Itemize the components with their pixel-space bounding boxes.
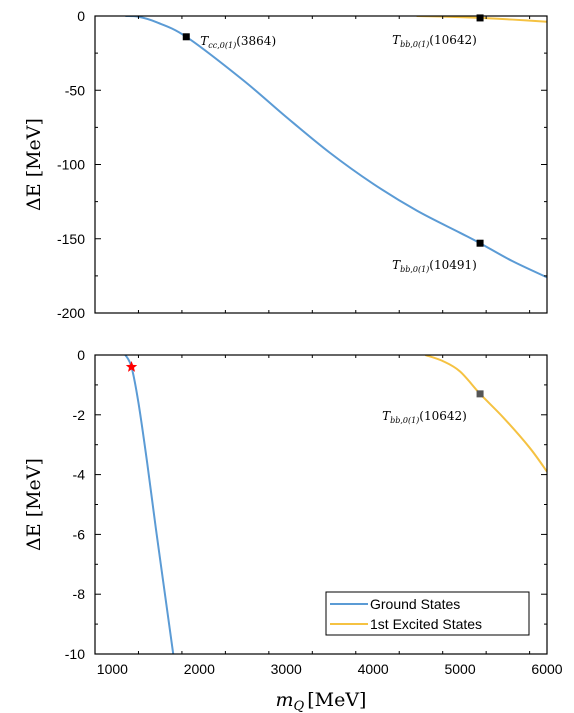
- bottom-y-tick-label: -4: [73, 467, 86, 483]
- bottom-y-tick-label: -8: [73, 586, 86, 602]
- top-series-ground-line: [125, 16, 547, 279]
- bottom-point-annotation: Tbb,0(1)(10642): [382, 409, 467, 425]
- top-y-tick-label: -200: [57, 305, 85, 321]
- bottom-point-marker: [476, 390, 484, 398]
- bottom-y-tick-label: -6: [73, 526, 86, 542]
- legend-box: [325, 591, 530, 636]
- bottom-x-tick-label: 3000: [271, 661, 302, 677]
- bottom-series-ground-line: [124, 355, 175, 654]
- top-plot-frame: [94, 15, 548, 314]
- legend: Ground States 1st Excited States: [325, 591, 530, 636]
- top-point-annotation: Tbb,0(1)(10491): [392, 258, 477, 274]
- top-panel: 0 -50 -100 -150 -200 ΔE [MeV] Tcc,0(1)(3864) Tb…: [23, 8, 548, 321]
- bottom-x-tick-label: 6000: [531, 661, 562, 677]
- bottom-x-tick-label: 1000: [97, 661, 128, 677]
- top-point-marker: [182, 33, 190, 41]
- top-point-marker: [476, 239, 484, 247]
- top-y-tick-label: -100: [57, 157, 85, 173]
- legend-label-excited: 1st Excited States: [370, 616, 482, 632]
- top-y-tick-label: 0: [77, 8, 85, 24]
- bottom-x-tick-label: 5000: [444, 661, 475, 677]
- bottom-y-tick-label: -2: [73, 407, 86, 423]
- top-point-annotation: Tbb,0(1)(10642): [392, 33, 477, 49]
- bottom-panel: 1000 2000 3000 4000 5000 6000 0 -2 -4 -6 -8 -10 ΔE […: [23, 347, 563, 713]
- x-axis-title: mQ [MeV]: [276, 689, 367, 713]
- top-y-tick-label: -50: [65, 82, 85, 98]
- top-point-annotation: Tcc,0(1)(3864): [200, 34, 276, 50]
- top-point-marker: [476, 14, 484, 22]
- bottom-y-tick-label: 0: [77, 347, 85, 363]
- star-marker: [125, 360, 138, 372]
- bottom-y-axis-title: ΔE [MeV]: [23, 458, 45, 551]
- bottom-y-tick-label: -10: [65, 646, 85, 662]
- bottom-x-tick-label: 4000: [358, 661, 389, 677]
- top-y-axis-title: ΔE [MeV]: [23, 118, 45, 211]
- legend-label-ground: Ground States: [370, 596, 460, 612]
- bottom-x-tick-label: 2000: [184, 661, 215, 677]
- top-y-tick-label: -150: [57, 231, 85, 247]
